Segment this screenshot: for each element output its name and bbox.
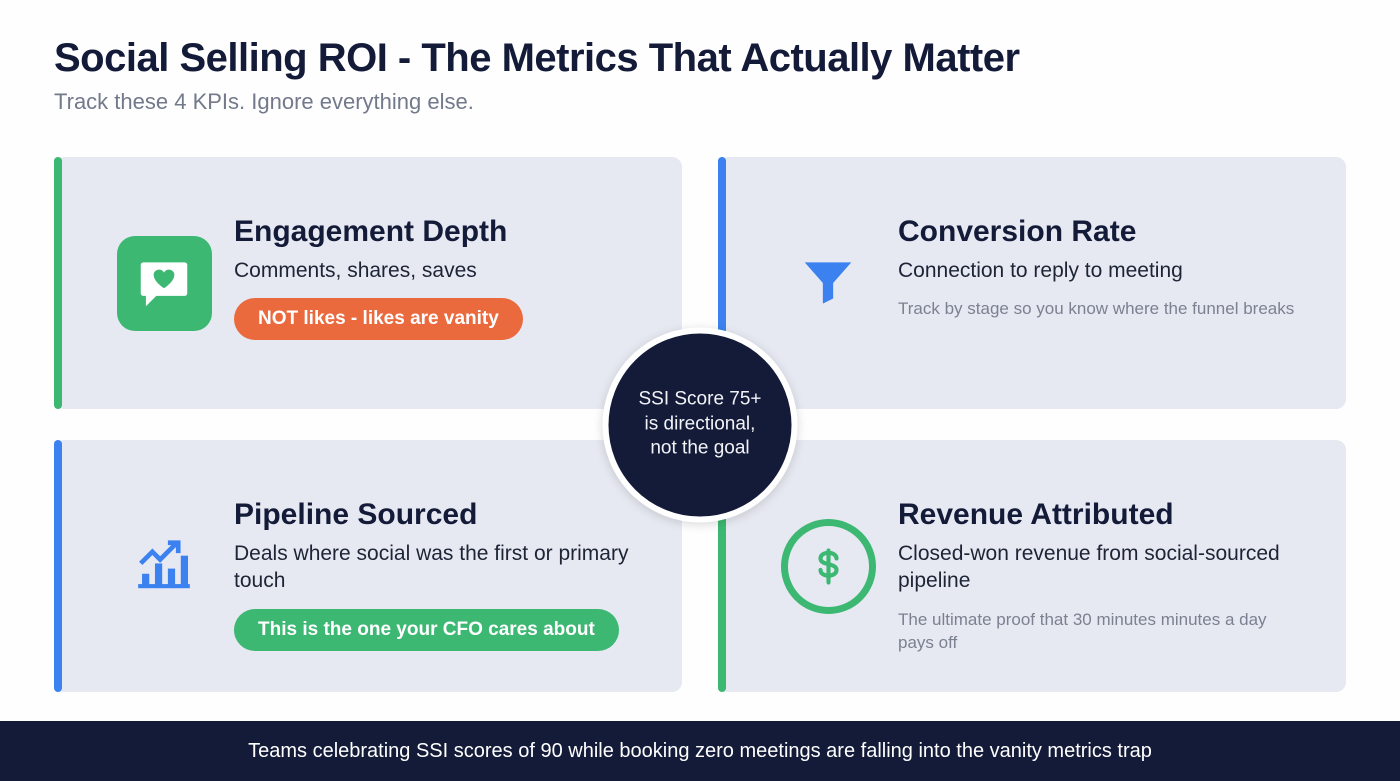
card-revenue-attributed-heading: Revenue Attributed	[898, 498, 1306, 532]
card-revenue-attributed-desc: Closed-won revenue from social-sourced p…	[898, 540, 1306, 595]
card-conversion-rate-desc: Connection to reply to meeting	[898, 257, 1306, 284]
card-revenue-attributed-note: The ultimate proof that 30 minutes minut…	[898, 609, 1306, 655]
card-engagement-depth-desc: Comments, shares, saves	[234, 257, 642, 284]
dollar-circle-icon	[781, 519, 876, 614]
bottom-banner: Teams celebrating SSI scores of 90 while…	[0, 721, 1400, 781]
card-engagement-depth: Engagement Depth Comments, shares, saves…	[54, 157, 682, 409]
card-engagement-depth-heading: Engagement Depth	[234, 215, 642, 249]
card-pipeline-sourced-pill: This is the one your CFO cares about	[234, 609, 619, 651]
card-engagement-depth-pill: NOT likes - likes are vanity	[234, 298, 523, 340]
card-pipeline-sourced: Pipeline Sourced Deals where social was …	[54, 440, 682, 692]
card-pipeline-sourced-desc: Deals where social was the first or prim…	[234, 540, 642, 595]
card-conversion-rate: Conversion Rate Connection to reply to m…	[718, 157, 1346, 409]
slide-title: Social Selling ROI - The Metrics That Ac…	[54, 36, 1346, 81]
bar-chart-trend-icon	[117, 519, 212, 614]
slide-subtitle: Track these 4 KPIs. Ignore everything el…	[54, 89, 1346, 115]
center-badge-ssi-score: SSI Score 75+ is directional, not the go…	[603, 327, 798, 522]
center-badge-line3: not the goal	[650, 438, 749, 459]
funnel-icon	[781, 236, 876, 331]
card-revenue-attributed: Revenue Attributed Closed-won revenue fr…	[718, 440, 1346, 692]
kpi-grid: Engagement Depth Comments, shares, saves…	[54, 157, 1346, 692]
center-badge-line1: SSI Score 75+	[638, 388, 761, 409]
header-section: Social Selling ROI - The Metrics That Ac…	[0, 0, 1400, 115]
card-pipeline-sourced-heading: Pipeline Sourced	[234, 498, 642, 532]
center-badge-line2: is directional,	[645, 413, 756, 434]
bottom-banner-text: Teams celebrating SSI scores of 90 while…	[248, 740, 1152, 763]
slide-root: Social Selling ROI - The Metrics That Ac…	[0, 0, 1400, 781]
card-conversion-rate-note: Track by stage so you know where the fun…	[898, 298, 1306, 321]
card-conversion-rate-heading: Conversion Rate	[898, 215, 1306, 249]
heart-comment-icon	[117, 236, 212, 331]
